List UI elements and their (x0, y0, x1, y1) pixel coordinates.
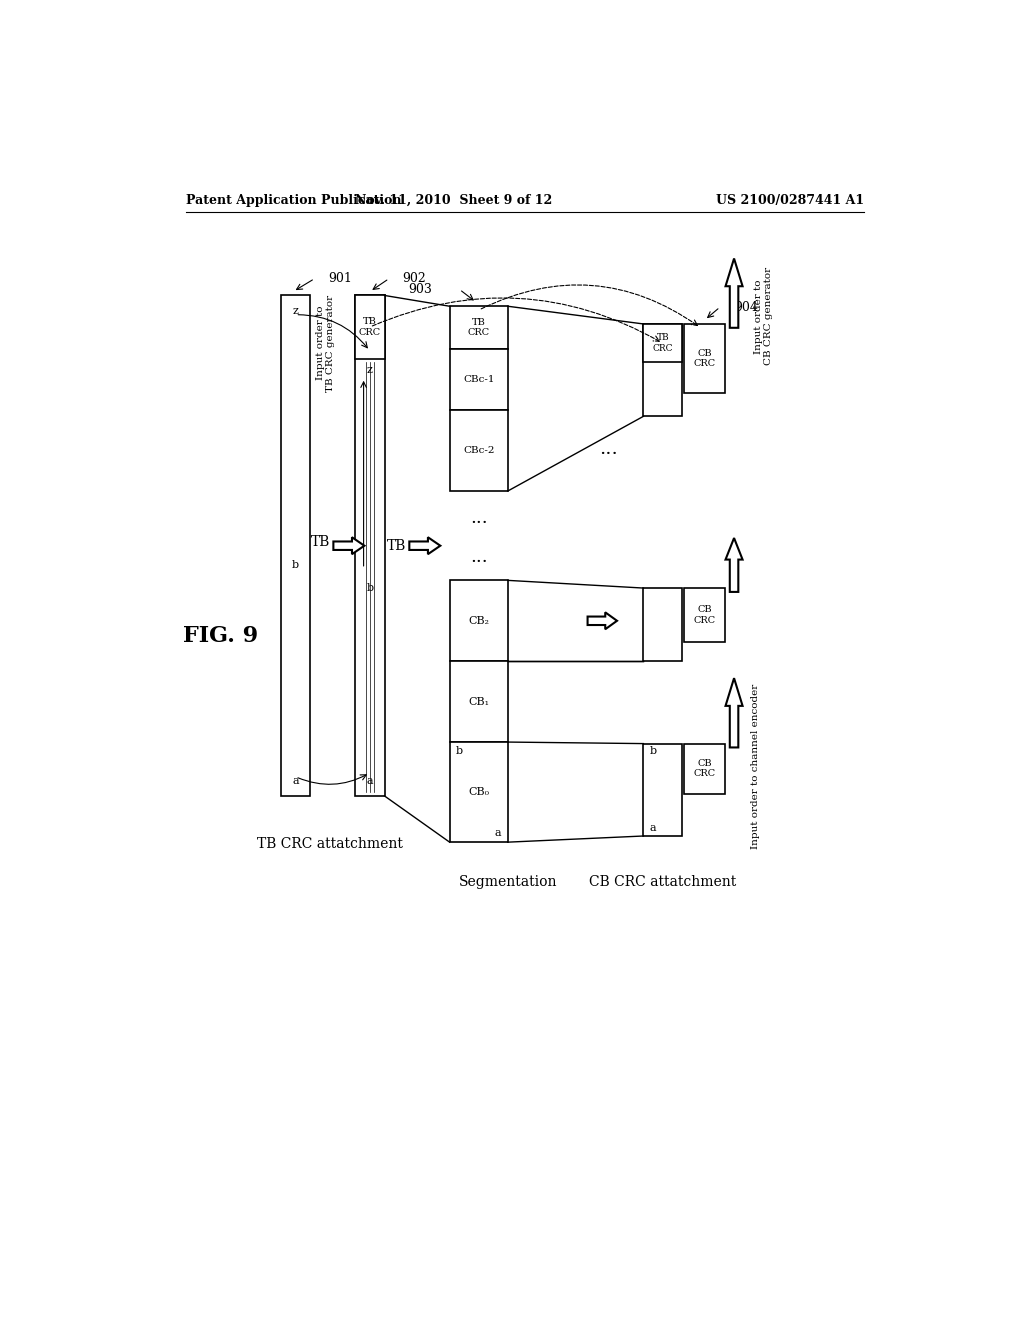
Bar (684, 743, 725, 793)
Text: TB
CRC: TB CRC (652, 334, 673, 352)
Text: TB
CRC: TB CRC (468, 318, 489, 337)
Text: FIG. 9: FIG. 9 (183, 624, 259, 647)
Polygon shape (410, 537, 440, 554)
Text: CB₂: CB₂ (468, 616, 489, 626)
Text: TB: TB (310, 535, 330, 549)
Bar (450, 348, 508, 411)
Text: CB
CRC: CB CRC (693, 759, 716, 779)
Text: CB
CRC: CB CRC (693, 606, 716, 624)
Text: a: a (292, 776, 299, 785)
Text: ...: ... (470, 548, 487, 566)
Text: Segmentation: Segmentation (459, 875, 557, 890)
Polygon shape (726, 678, 742, 747)
Polygon shape (334, 537, 365, 554)
Bar (450, 742, 508, 842)
Bar (643, 589, 682, 661)
Text: CB CRC attatchment: CB CRC attatchment (589, 875, 736, 890)
Bar (643, 323, 682, 416)
Text: a: a (495, 828, 502, 838)
Bar (450, 411, 508, 491)
Text: 901: 901 (328, 272, 352, 285)
Text: US 2100/0287441 A1: US 2100/0287441 A1 (716, 194, 864, 207)
Text: ...: ... (599, 440, 617, 458)
Text: Input order to channel encoder: Input order to channel encoder (752, 684, 760, 849)
Text: 904: 904 (734, 301, 758, 314)
Text: a: a (367, 776, 373, 785)
Bar (355, 296, 385, 796)
Text: CB₀: CB₀ (468, 787, 489, 797)
Text: TB CRC attatchment: TB CRC attatchment (257, 837, 402, 850)
Text: CBc-2: CBc-2 (463, 446, 495, 455)
Text: Patent Application Publication: Patent Application Publication (186, 194, 401, 207)
Text: ...: ... (470, 510, 487, 527)
Bar (684, 323, 725, 393)
Bar (450, 661, 508, 742)
Text: a: a (649, 824, 656, 833)
Polygon shape (588, 612, 617, 630)
Text: CBc-1: CBc-1 (463, 375, 495, 384)
Bar (643, 743, 682, 836)
Bar (643, 323, 682, 363)
Text: b: b (367, 583, 374, 593)
Text: CB
CRC: CB CRC (693, 348, 716, 368)
Text: TB
CRC: TB CRC (358, 317, 381, 337)
Bar (450, 306, 508, 348)
Bar (355, 296, 385, 359)
Text: 902: 902 (402, 272, 426, 285)
Text: b: b (292, 560, 299, 570)
Text: Nov. 11, 2010  Sheet 9 of 12: Nov. 11, 2010 Sheet 9 of 12 (355, 194, 552, 207)
Text: Input order to
CB CRC generator: Input order to CB CRC generator (754, 267, 773, 366)
Text: 903: 903 (409, 282, 432, 296)
Bar (450, 581, 508, 661)
Polygon shape (726, 539, 742, 591)
Bar (684, 589, 725, 642)
Text: b: b (649, 746, 656, 756)
Bar (281, 296, 310, 796)
Text: CB₁: CB₁ (468, 697, 489, 706)
Text: TB: TB (386, 539, 406, 553)
Text: z: z (367, 366, 373, 375)
Text: z: z (293, 306, 298, 315)
Text: Input order to
TB CRC generator: Input order to TB CRC generator (316, 294, 335, 392)
Polygon shape (726, 259, 742, 327)
Text: b: b (456, 746, 463, 756)
